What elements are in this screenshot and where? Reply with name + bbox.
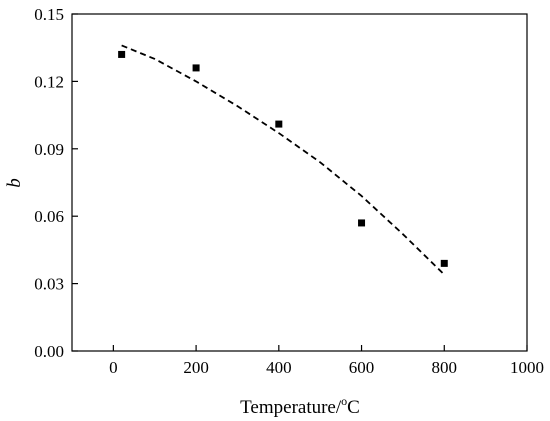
y-tick-label: 0.09 [34, 140, 64, 159]
y-axis-ticks: 0.00 0.03 0.06 0.09 0.12 0.15 [34, 5, 78, 361]
x-axis-title-degree: o [341, 394, 347, 408]
y-tick-label: 0.00 [34, 342, 64, 361]
y-tick-label: 0.06 [34, 207, 64, 226]
x-axis-title-unit: C [347, 397, 360, 418]
data-point-square [275, 120, 283, 128]
fit-curve-line [121, 44, 445, 276]
plot-border [71, 13, 528, 352]
y-axis-title: b [4, 178, 25, 188]
x-tick-label: 1000 [510, 358, 544, 377]
x-axis-title-main: Temperature/ [240, 397, 342, 418]
x-tick-label: 0 [109, 358, 118, 377]
data-point-square [192, 64, 200, 72]
plot-frame [71, 13, 528, 352]
data-points-layer [118, 50, 448, 267]
x-tick-label: 600 [349, 358, 375, 377]
data-point-square [358, 219, 366, 227]
data-point-square [440, 259, 448, 267]
y-tick-label: 0.03 [34, 275, 64, 294]
y-tick-label: 0.12 [34, 72, 64, 91]
data-point-square [118, 50, 126, 58]
x-axis-title: Temperature/oC [240, 394, 360, 418]
x-tick-label: 200 [183, 358, 209, 377]
y-tick-label: 0.15 [34, 5, 64, 24]
x-axis-ticks: 0 200 400 600 800 1000 [109, 345, 544, 377]
fit-curve-layer [121, 44, 445, 276]
x-tick-label: 400 [266, 358, 292, 377]
x-tick-label: 800 [432, 358, 458, 377]
